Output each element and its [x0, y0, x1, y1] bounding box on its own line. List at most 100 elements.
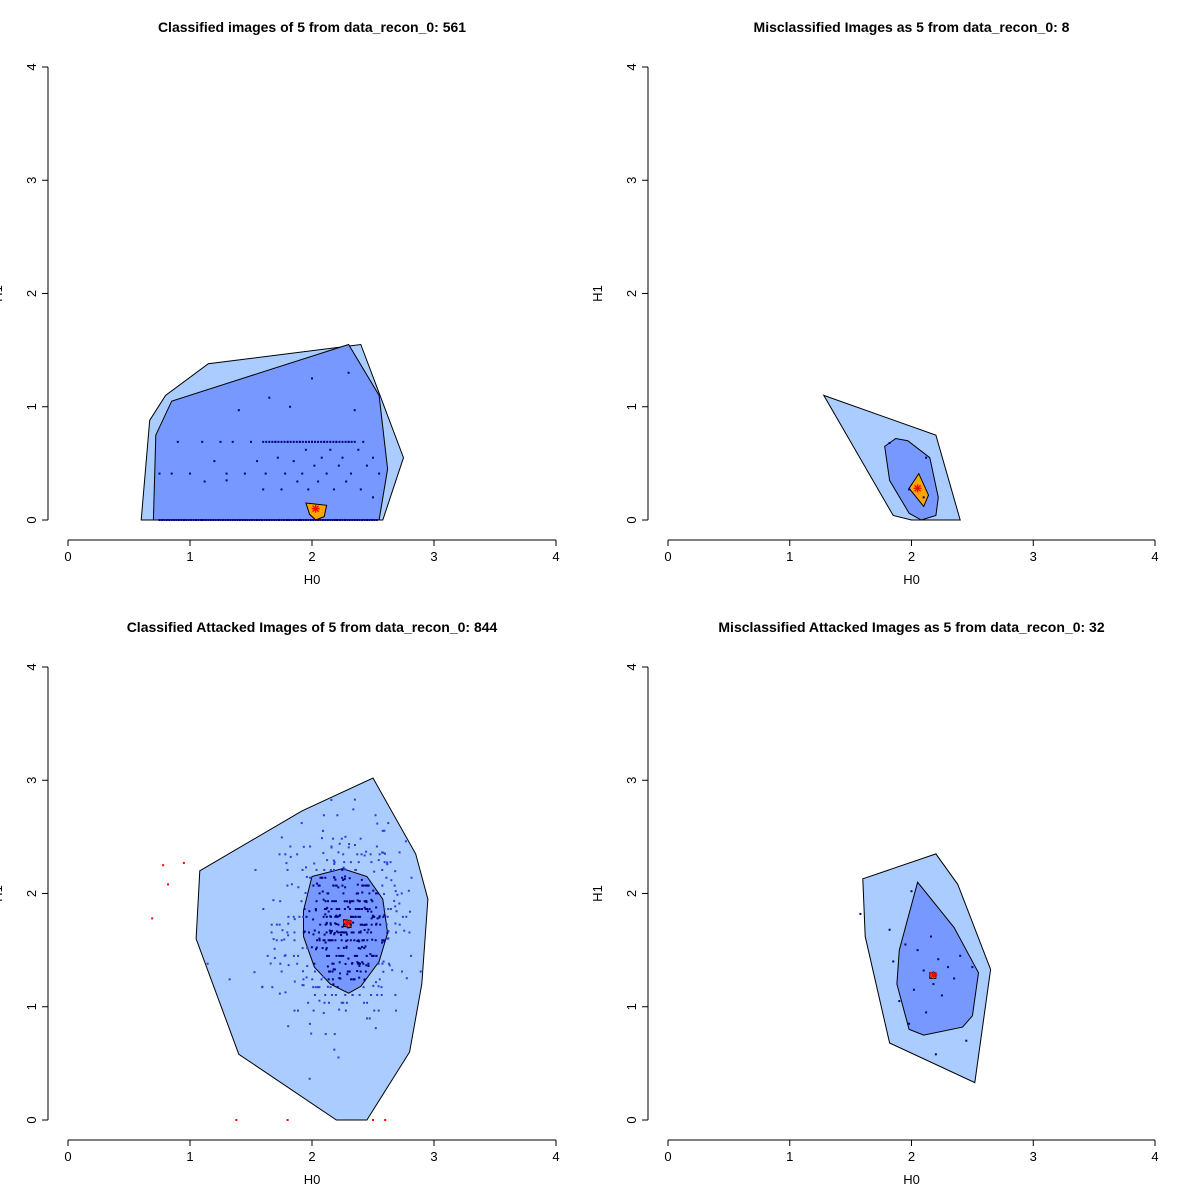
- data-point: [353, 519, 356, 521]
- data-point: [236, 519, 239, 521]
- data-point: [333, 933, 336, 936]
- data-point: [301, 472, 304, 475]
- outlier-point: [286, 1119, 289, 1121]
- data-point: [321, 519, 324, 521]
- data-point: [318, 986, 321, 989]
- data-point: [394, 870, 397, 873]
- data-point: [343, 519, 346, 521]
- data-point: [360, 878, 363, 881]
- data-point: [241, 519, 244, 521]
- data-point: [357, 892, 360, 895]
- data-point: [347, 440, 350, 443]
- data-point: [922, 496, 925, 499]
- data-point: [325, 915, 328, 918]
- data-point: [320, 440, 323, 443]
- data-point: [363, 979, 366, 982]
- data-point: [370, 898, 373, 901]
- data-point: [289, 855, 292, 858]
- data-point: [340, 954, 343, 957]
- data-point: [373, 870, 376, 873]
- data-point: [287, 1025, 290, 1028]
- data-point: [330, 798, 333, 801]
- x-tick-label: 4: [552, 1149, 559, 1164]
- data-point: [287, 922, 290, 925]
- data-point: [381, 962, 384, 965]
- data-point: [284, 991, 287, 994]
- data-point: [912, 988, 915, 991]
- data-point: [280, 836, 283, 839]
- data-point: [356, 519, 359, 521]
- data-point: [386, 931, 389, 934]
- data-point: [358, 940, 361, 943]
- x-tick-label: 2: [308, 1149, 315, 1164]
- data-point: [332, 968, 335, 971]
- data-point: [297, 519, 300, 521]
- data-point: [361, 519, 364, 521]
- data-point: [287, 519, 290, 521]
- data-point: [310, 1032, 313, 1035]
- data-point: [383, 861, 386, 864]
- data-point: [276, 456, 279, 459]
- data-point: [293, 939, 296, 942]
- data-point: [324, 993, 327, 996]
- data-point: [410, 876, 413, 879]
- data-point: [372, 889, 375, 892]
- data-point: [280, 939, 283, 942]
- data-point: [330, 846, 333, 849]
- data-point: [389, 908, 392, 911]
- data-point: [329, 922, 332, 925]
- data-point: [407, 889, 410, 892]
- data-point: [262, 908, 265, 911]
- data-point: [360, 853, 363, 856]
- data-point: [209, 519, 212, 521]
- data-point: [315, 948, 318, 951]
- data-point: [302, 978, 305, 981]
- data-point: [405, 915, 408, 918]
- data-point: [378, 916, 381, 919]
- data-point: [370, 917, 373, 920]
- data-point: [925, 456, 928, 459]
- data-point: [231, 519, 234, 521]
- data-point: [243, 472, 246, 475]
- x-tick-label: 4: [1151, 549, 1158, 564]
- data-point: [307, 440, 310, 443]
- data-point: [374, 939, 377, 942]
- data-point: [251, 519, 254, 521]
- data-point: [308, 910, 311, 913]
- data-point: [312, 986, 315, 989]
- data-point: [221, 519, 224, 521]
- data-point: [305, 875, 308, 878]
- data-point: [333, 1048, 336, 1051]
- data-point: [323, 1001, 326, 1004]
- data-point: [354, 868, 357, 871]
- x-tick-label: 3: [430, 549, 437, 564]
- data-point: [341, 456, 344, 459]
- data-point: [158, 472, 161, 475]
- data-point: [290, 883, 293, 886]
- data-point: [908, 1022, 911, 1025]
- data-point: [324, 1033, 327, 1036]
- data-point: [393, 884, 396, 887]
- y-tick-label: 1: [24, 403, 39, 410]
- data-point: [377, 892, 380, 895]
- data-point: [346, 939, 349, 942]
- data-point: [289, 405, 292, 408]
- data-point: [213, 460, 216, 463]
- data-point: [305, 915, 308, 918]
- data-point: [322, 975, 325, 978]
- data-point: [298, 915, 301, 918]
- data-point: [347, 926, 350, 929]
- data-point: [282, 519, 285, 521]
- data-point: [308, 931, 311, 934]
- data-point: [268, 440, 271, 443]
- data-point: [334, 519, 337, 521]
- data-point: [348, 970, 351, 973]
- data-point: [365, 901, 368, 904]
- y-tick-label: 1: [624, 403, 639, 410]
- data-point: [959, 954, 962, 957]
- data-point: [400, 970, 403, 973]
- y-axis-label: H1: [590, 885, 605, 902]
- data-point: [383, 908, 386, 911]
- data-point: [170, 519, 173, 521]
- data-point: [314, 908, 317, 911]
